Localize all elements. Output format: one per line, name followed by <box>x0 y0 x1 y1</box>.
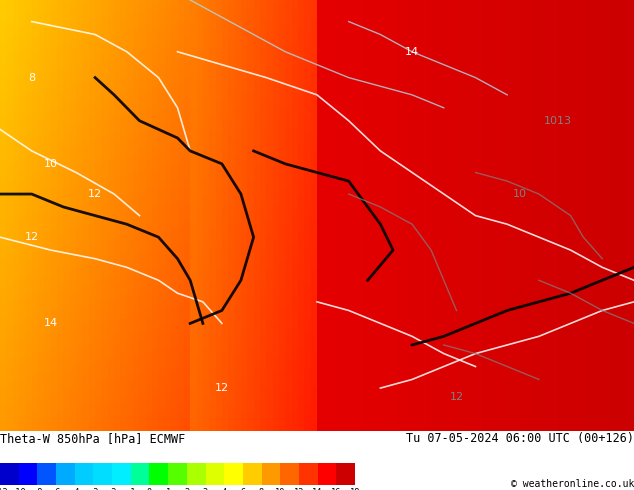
Text: 14: 14 <box>44 318 58 328</box>
Text: 1013: 1013 <box>544 116 572 126</box>
Text: 14: 14 <box>405 47 419 57</box>
Bar <box>56 463 75 485</box>
Text: 16: 16 <box>331 488 342 490</box>
Bar <box>37 463 56 485</box>
Bar <box>280 463 299 485</box>
Bar <box>75 463 93 485</box>
Text: 8: 8 <box>28 73 36 83</box>
Bar <box>150 463 168 485</box>
Text: 12: 12 <box>25 232 39 242</box>
Text: -1: -1 <box>126 488 136 490</box>
Bar <box>168 463 187 485</box>
Text: 8: 8 <box>259 488 264 490</box>
Text: Tu 07-05-2024 06:00 UTC (00+126): Tu 07-05-2024 06:00 UTC (00+126) <box>406 432 634 445</box>
Text: 18: 18 <box>350 488 360 490</box>
Text: 4: 4 <box>222 488 227 490</box>
Text: 10: 10 <box>275 488 285 490</box>
Text: 2: 2 <box>184 488 190 490</box>
Text: Theta-W 850hPa [hPa] ECMWF: Theta-W 850hPa [hPa] ECMWF <box>0 432 185 445</box>
Text: -2: -2 <box>107 488 117 490</box>
Text: 12: 12 <box>450 392 463 402</box>
Bar <box>187 463 205 485</box>
Text: -3: -3 <box>88 488 99 490</box>
Text: 12: 12 <box>294 488 304 490</box>
Text: 12: 12 <box>215 383 229 393</box>
Text: 14: 14 <box>313 488 323 490</box>
Text: 0: 0 <box>147 488 152 490</box>
Text: 1: 1 <box>165 488 171 490</box>
Bar <box>93 463 112 485</box>
Text: -4: -4 <box>70 488 80 490</box>
Text: -10: -10 <box>11 488 27 490</box>
Text: -12: -12 <box>0 488 8 490</box>
Bar <box>112 463 131 485</box>
Text: 3: 3 <box>203 488 208 490</box>
Text: -6: -6 <box>51 488 61 490</box>
Text: -8: -8 <box>32 488 42 490</box>
Bar <box>0 463 18 485</box>
Bar <box>205 463 224 485</box>
Text: 10: 10 <box>513 189 527 199</box>
Bar <box>243 463 262 485</box>
Text: 10: 10 <box>44 159 58 169</box>
Bar <box>224 463 243 485</box>
Bar <box>318 463 337 485</box>
Text: 6: 6 <box>240 488 245 490</box>
Text: © weatheronline.co.uk: © weatheronline.co.uk <box>510 479 634 489</box>
Bar <box>262 463 280 485</box>
Text: 12: 12 <box>88 189 102 199</box>
Bar <box>18 463 37 485</box>
Bar <box>131 463 150 485</box>
Bar <box>337 463 355 485</box>
Bar <box>299 463 318 485</box>
